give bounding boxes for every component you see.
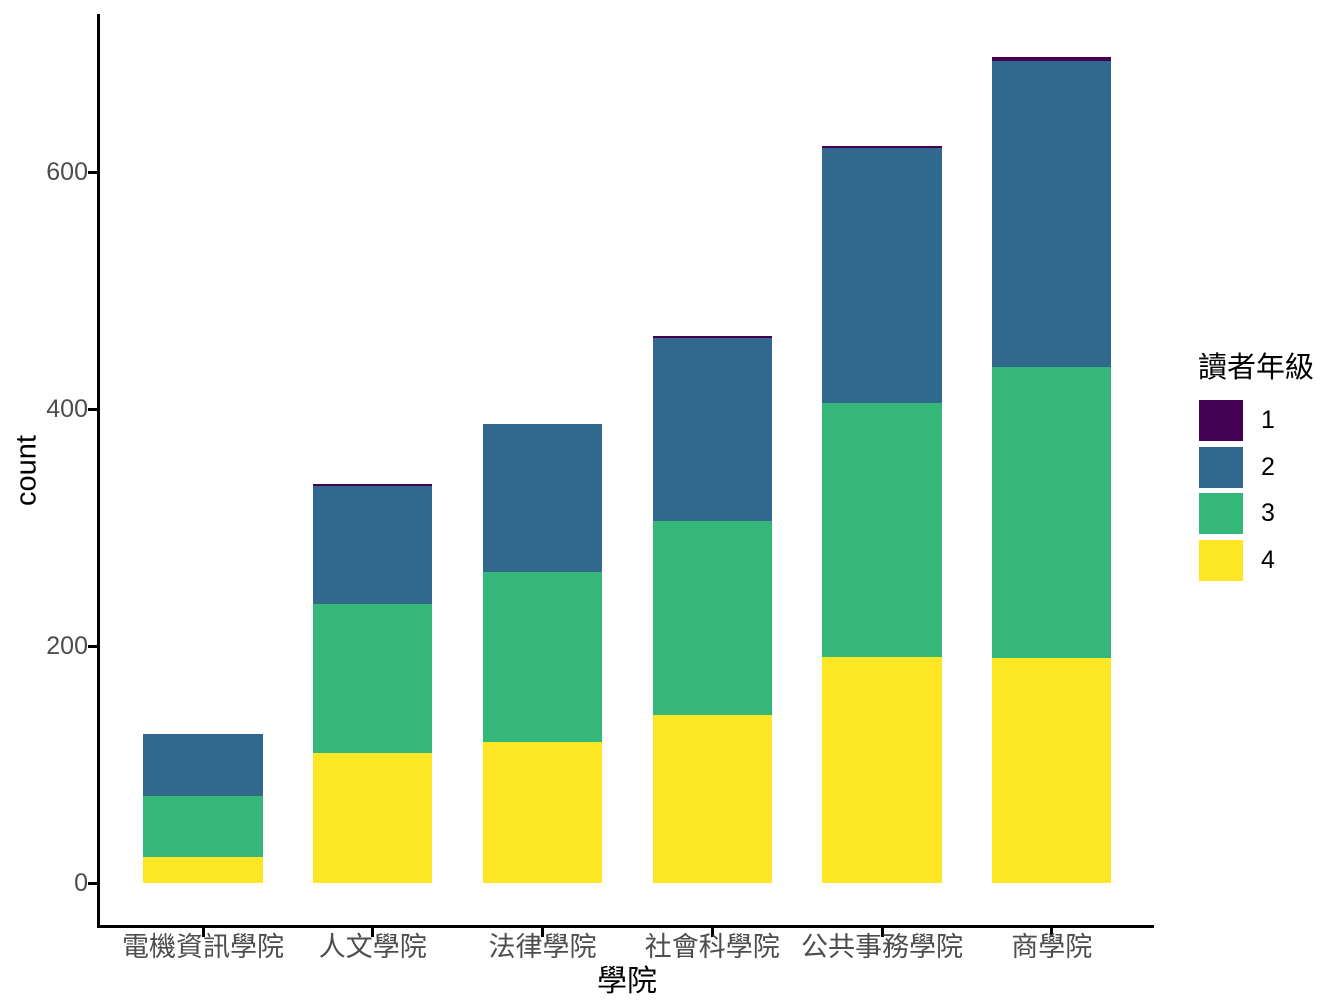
bar-segment <box>822 657 942 884</box>
bar-segment <box>652 335 772 339</box>
x-tick-mark <box>541 927 545 937</box>
bar-segment <box>992 366 1112 659</box>
bar-segment <box>652 338 772 521</box>
bar-segment <box>992 57 1112 61</box>
bar-segment <box>822 146 942 149</box>
x-axis-title: 學院 <box>597 965 657 998</box>
legend-key <box>1199 446 1243 488</box>
bar-segment <box>822 148 942 404</box>
bar-segment <box>482 742 603 884</box>
bar-segment <box>143 734 263 796</box>
y-axis-line <box>97 14 100 928</box>
x-tick-label: 電機資訊學院 <box>122 932 284 962</box>
bar-segment <box>652 715 772 884</box>
x-tick-label: 社會科學院 <box>644 932 780 962</box>
x-tick-mark <box>1050 927 1054 937</box>
x-axis-line <box>97 924 1154 928</box>
bar-segment <box>482 423 603 572</box>
legend-label: 3 <box>1261 499 1275 528</box>
bar-segment <box>313 603 433 754</box>
legend-title: 讀者年級 <box>1198 352 1315 384</box>
bar-segment <box>313 486 433 604</box>
x-tick-label: 公共事務學院 <box>801 932 964 962</box>
y-tick-label: 0 <box>74 869 88 897</box>
bar-segment <box>143 795 263 858</box>
bar-segment <box>992 658 1112 884</box>
y-tick-mark <box>88 644 97 648</box>
legend-key <box>1199 493 1243 535</box>
legend-key <box>1199 400 1243 441</box>
y-tick-mark <box>88 170 97 174</box>
bar-segment <box>482 571 603 743</box>
x-tick-mark <box>371 927 375 937</box>
y-tick-label: 400 <box>46 394 88 423</box>
y-tick-mark <box>88 882 97 885</box>
x-tick-label: 法律學院 <box>488 932 597 962</box>
x-tick-label: 人文學院 <box>318 932 427 962</box>
y-tick-mark <box>88 407 97 411</box>
x-tick-label: 商學院 <box>1011 932 1093 962</box>
bar-segment <box>822 403 942 658</box>
y-tick-label: 200 <box>46 631 88 660</box>
bar-segment <box>143 857 263 884</box>
legend-key <box>1199 539 1243 581</box>
bar-segment <box>313 753 433 884</box>
bar-segment <box>992 60 1112 367</box>
x-tick-mark <box>710 927 714 937</box>
legend-label: 4 <box>1261 545 1275 574</box>
bar-segment <box>652 520 772 716</box>
x-tick-mark <box>880 927 884 937</box>
x-tick-mark <box>201 927 205 937</box>
y-tick-label: 600 <box>46 157 88 186</box>
legend-label: 1 <box>1261 406 1275 434</box>
bar-segment <box>313 483 433 487</box>
legend-label: 2 <box>1261 452 1275 481</box>
